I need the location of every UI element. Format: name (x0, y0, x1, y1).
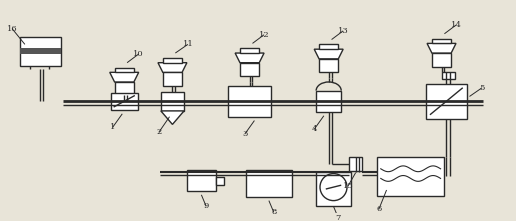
Text: 1: 1 (110, 123, 116, 131)
Text: 5: 5 (479, 84, 485, 92)
Text: 14: 14 (450, 21, 461, 29)
Bar (432, 53, 451, 67)
Text: 4: 4 (312, 125, 317, 133)
Text: 11: 11 (183, 40, 194, 48)
Text: 16: 16 (7, 25, 18, 33)
Bar (115, 82, 134, 95)
Bar (246, 170, 292, 197)
Text: 7: 7 (335, 214, 341, 221)
Text: 15: 15 (343, 182, 353, 190)
Bar (161, 92, 184, 111)
Text: 6: 6 (376, 205, 381, 213)
Text: 2: 2 (156, 128, 162, 136)
Bar (20, 48, 60, 54)
Circle shape (320, 174, 347, 201)
Bar (115, 67, 134, 72)
Text: 9: 9 (203, 202, 209, 210)
Bar (319, 59, 338, 72)
Bar (442, 72, 455, 79)
Bar (426, 84, 466, 119)
Bar (432, 39, 451, 43)
Bar (240, 63, 259, 76)
Bar (20, 37, 60, 66)
Polygon shape (110, 72, 139, 82)
Bar (111, 93, 138, 110)
Bar (349, 157, 362, 171)
Bar (216, 177, 223, 185)
Text: 10: 10 (133, 50, 144, 58)
Polygon shape (427, 43, 456, 53)
Bar (240, 48, 259, 53)
Text: 12: 12 (259, 31, 269, 39)
Polygon shape (158, 63, 187, 72)
Bar (163, 72, 182, 86)
Text: 13: 13 (338, 27, 348, 35)
Bar (229, 86, 271, 117)
Text: 8: 8 (271, 208, 277, 216)
Bar (377, 157, 444, 196)
Polygon shape (235, 53, 264, 63)
Bar (316, 91, 341, 112)
Polygon shape (314, 49, 343, 59)
Bar (316, 172, 351, 206)
Polygon shape (161, 111, 184, 124)
Bar (319, 44, 338, 49)
Text: 3: 3 (242, 130, 248, 138)
Bar (187, 170, 216, 191)
Bar (163, 58, 182, 63)
